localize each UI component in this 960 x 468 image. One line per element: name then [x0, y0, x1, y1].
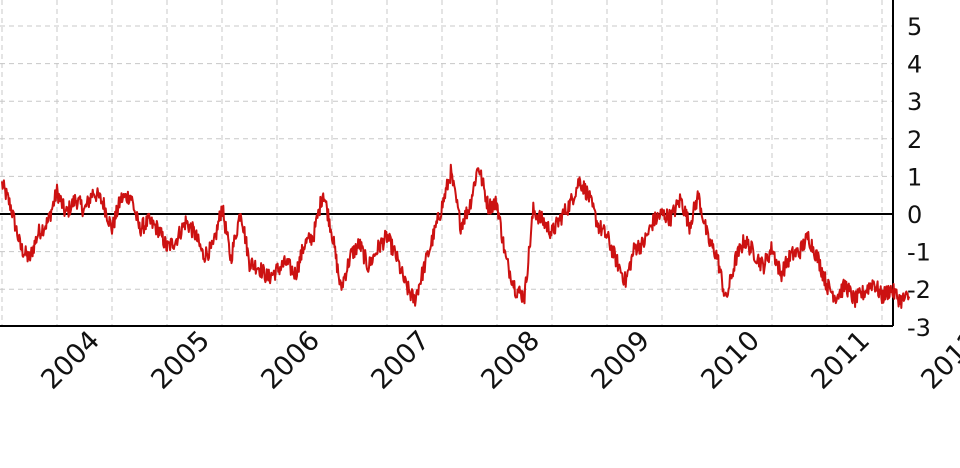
x-tick-label: 2009	[585, 325, 656, 396]
x-tick-label: 2007	[365, 325, 436, 396]
x-tick-label: 2004	[35, 325, 106, 396]
x-tick-label: 2006	[255, 325, 326, 396]
y-tick-label: 1	[907, 163, 922, 191]
y-tick-label: -2	[907, 276, 931, 304]
y-tick-label: 2	[907, 126, 922, 154]
y-tick-labels: 5 4 3 2 1 0 -1 -2 -3	[907, 13, 931, 342]
x-tick-labels: 2004 2005 2006 2007 2008 2009 2010 2011 2012	[35, 325, 960, 396]
x-tick-label: 2010	[695, 325, 766, 396]
y-tick-label: 5	[907, 13, 922, 41]
x-tick-label: 2005	[145, 325, 216, 396]
grid-layer	[0, 0, 893, 326]
y-tick-label: -3	[907, 314, 931, 342]
series-line	[1, 163, 911, 309]
x-tick-label: 2011	[805, 325, 876, 396]
series-layer	[1, 163, 911, 309]
x-tick-label: 2008	[475, 325, 546, 396]
y-tick-label: 0	[907, 201, 922, 229]
y-tick-label: -1	[907, 239, 931, 267]
y-tick-label: 3	[907, 88, 922, 116]
y-tick-label: 4	[907, 51, 922, 79]
axes-layer	[0, 0, 894, 327]
